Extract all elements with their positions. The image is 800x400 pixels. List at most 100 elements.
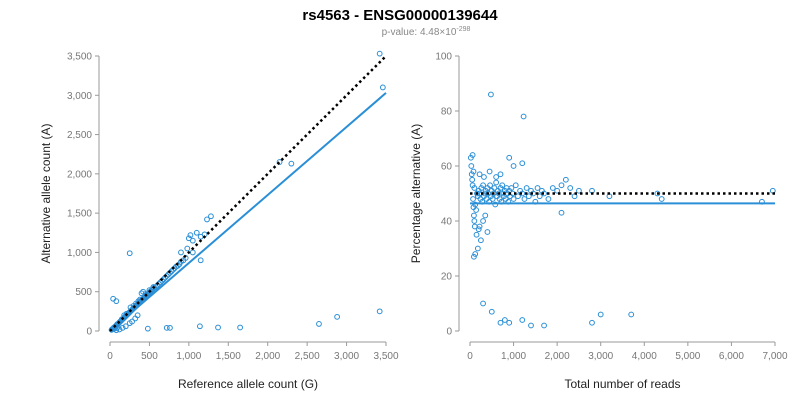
data-point bbox=[197, 257, 204, 264]
data-point bbox=[471, 253, 477, 260]
data-point bbox=[215, 324, 221, 331]
y-tick-label: 500 bbox=[75, 287, 92, 298]
data-point bbox=[523, 185, 530, 191]
y-tick-label: 0 bbox=[446, 327, 452, 338]
data-point bbox=[506, 319, 513, 326]
data-point bbox=[477, 237, 484, 244]
data-point bbox=[545, 196, 552, 202]
data-point bbox=[493, 174, 500, 180]
data-point bbox=[473, 231, 480, 238]
x-tick-label: 2,000 bbox=[545, 351, 570, 362]
data-point bbox=[468, 163, 475, 169]
data-point bbox=[184, 245, 191, 252]
x-tick-label: 1,000 bbox=[176, 351, 201, 362]
y-tick-label: 2,500 bbox=[67, 130, 92, 141]
data-point bbox=[541, 322, 547, 329]
data-point bbox=[658, 196, 665, 202]
data-point bbox=[476, 223, 483, 230]
data-point bbox=[521, 196, 528, 202]
y-axis-label: Alternative allele count (A) bbox=[39, 123, 53, 263]
y-axis-label: Percentage alternative (A) bbox=[409, 124, 423, 263]
data-point bbox=[288, 160, 295, 167]
data-point bbox=[567, 185, 574, 191]
data-point bbox=[562, 176, 569, 183]
data-point bbox=[558, 209, 565, 216]
data-point bbox=[469, 152, 476, 158]
x-tick-label: 3,000 bbox=[588, 351, 613, 362]
data-point bbox=[126, 250, 133, 257]
data-point bbox=[237, 324, 244, 331]
data-point bbox=[196, 323, 203, 330]
data-point bbox=[187, 232, 194, 239]
data-point bbox=[519, 160, 526, 167]
data-point bbox=[113, 298, 120, 305]
data-point bbox=[481, 174, 487, 180]
y-tick-label: 60 bbox=[441, 162, 453, 173]
data-point bbox=[499, 182, 506, 189]
data-point bbox=[379, 84, 386, 91]
x-tick-label: 0 bbox=[467, 351, 473, 362]
right-scatter-panel: 0 1,000 2,000 3,000 4,000 5,000 6,000 7,000 0 20 4… bbox=[409, 52, 788, 392]
data-point bbox=[491, 185, 498, 191]
data-point bbox=[134, 312, 141, 319]
data-point bbox=[122, 323, 129, 330]
x-tick-label: 1,500 bbox=[216, 351, 241, 362]
data-point bbox=[471, 185, 478, 191]
data-point bbox=[482, 212, 489, 219]
subtitle-exponent: -298 bbox=[456, 26, 470, 33]
data-point bbox=[138, 290, 145, 297]
data-point bbox=[189, 237, 196, 244]
data-point bbox=[167, 269, 173, 276]
data-point bbox=[487, 182, 493, 189]
y-tick-label: 0 bbox=[86, 327, 92, 338]
data-point bbox=[576, 187, 582, 194]
data-point bbox=[376, 308, 383, 315]
x-tick-label: 0 bbox=[107, 351, 113, 362]
data-point bbox=[471, 218, 478, 224]
data-point bbox=[493, 179, 500, 186]
left-scatter-panel: 0 500 1,000 1,500 2,000 2,500 3,000 3,500 0 500 1,… bbox=[39, 50, 399, 391]
data-point bbox=[178, 249, 184, 256]
data-point bbox=[476, 171, 483, 178]
data-point bbox=[471, 212, 477, 219]
y-tick-label: 1,500 bbox=[67, 209, 92, 220]
data-point bbox=[489, 196, 496, 202]
x-tick-label: 7,000 bbox=[762, 351, 787, 362]
data-point bbox=[536, 193, 543, 200]
y-tick-label: 2,000 bbox=[67, 169, 92, 180]
data-point bbox=[534, 185, 541, 191]
fit-line bbox=[109, 92, 387, 332]
chart-subtitle: p-value: 4.48×10-298 bbox=[382, 26, 471, 38]
x-tick-label: 2,000 bbox=[255, 351, 280, 362]
data-point bbox=[470, 196, 476, 202]
data-point bbox=[119, 324, 126, 331]
data-point bbox=[512, 182, 519, 189]
data-point bbox=[144, 325, 151, 332]
data-point bbox=[515, 193, 521, 200]
data-point bbox=[528, 322, 534, 329]
data-point bbox=[589, 319, 595, 326]
data-point bbox=[204, 216, 210, 223]
data-point bbox=[554, 187, 561, 194]
data-point bbox=[497, 319, 504, 326]
y-tick-label: 1,000 bbox=[67, 248, 92, 259]
data-point bbox=[525, 193, 532, 200]
data-point bbox=[470, 168, 477, 175]
data-point bbox=[376, 50, 383, 57]
data-point bbox=[208, 213, 214, 220]
data-point bbox=[506, 154, 513, 161]
chart-title: rs4563 - ENSG00000139644 bbox=[302, 7, 498, 24]
data-point bbox=[520, 113, 527, 120]
x-tick-label: 5,000 bbox=[675, 351, 700, 362]
data-point bbox=[492, 201, 499, 208]
x-axis-label: Total number of reads bbox=[564, 377, 680, 391]
x-tick-label: 2,500 bbox=[295, 351, 320, 362]
data-point bbox=[549, 185, 556, 191]
data-point bbox=[189, 249, 196, 256]
data-point bbox=[501, 317, 508, 323]
data-point bbox=[163, 324, 170, 331]
data-point bbox=[480, 182, 486, 189]
y-tick-label: 3,000 bbox=[67, 91, 92, 102]
x-tick-label: 4,000 bbox=[632, 351, 657, 362]
x-tick-label: 3,500 bbox=[373, 351, 398, 362]
